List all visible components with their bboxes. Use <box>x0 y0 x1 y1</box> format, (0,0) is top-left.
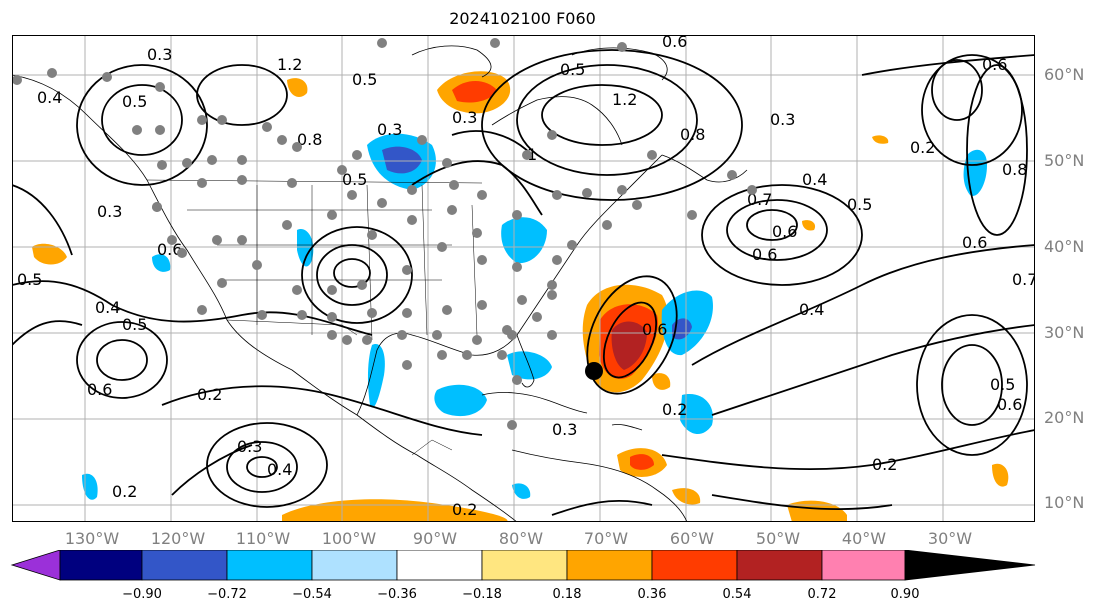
colorbar-tick-label: 0.72 <box>807 587 837 602</box>
contour-label: 0.4 <box>267 460 292 479</box>
contour-label: 0.8 <box>680 125 705 144</box>
contour-label: 0.3 <box>770 110 795 129</box>
station-dots <box>12 38 757 430</box>
colorbar-segment <box>651 550 738 581</box>
colorbar-tick-label: 0.36 <box>637 587 667 602</box>
contour-label: 0.2 <box>452 500 477 519</box>
lon-label: 80°W <box>498 529 544 548</box>
contour-label: 1.2 <box>612 90 637 109</box>
contour-label: 0.6 <box>87 380 112 399</box>
lat-label: 50°N <box>1044 151 1085 170</box>
storm-center-marker <box>585 362 603 380</box>
graticule <box>12 35 1035 522</box>
contour-label: 0.5 <box>342 170 367 189</box>
contour-label: 0.2 <box>112 482 137 501</box>
lon-label: 30°W <box>927 529 973 548</box>
lon-label: 40°W <box>841 529 887 548</box>
colorbar-segment <box>141 550 228 581</box>
contour-label: 0.5 <box>560 60 585 79</box>
lon-label: 100°W <box>321 529 377 548</box>
map-canvas: 0.3 1.2 0.5 0.4 0.5 0.3 1.2 0.6 0.5 0.3 … <box>12 35 1035 522</box>
colorbar-tick-label: −0.54 <box>292 587 332 602</box>
colorbar-segment <box>10 550 61 581</box>
contour-label: 0.6 <box>997 395 1022 414</box>
colorbar-segment <box>566 550 653 581</box>
contour-label: 0.4 <box>95 298 120 317</box>
colorbar-tick-label: −0.72 <box>207 587 247 602</box>
lon-label: 130°W <box>64 529 120 548</box>
contour-label: 0.3 <box>97 202 122 221</box>
contour-label: 0.8 <box>1002 160 1027 179</box>
contour-label: 0.6 <box>157 240 182 259</box>
contour-label: 0.5 <box>17 270 42 289</box>
contour-label: 0.5 <box>352 70 377 89</box>
contour-label: 0.5 <box>847 195 872 214</box>
contour-label: 0.6 <box>662 35 687 51</box>
contour-label: 0.6 <box>752 245 777 264</box>
contour-label: 0.2 <box>662 400 687 419</box>
contour-label: 0.8 <box>297 130 322 149</box>
lat-label: 30°N <box>1044 323 1085 342</box>
colorbar-segment <box>481 550 568 581</box>
lon-label: 60°W <box>669 529 715 548</box>
contour-label: 0.4 <box>802 170 827 189</box>
contour-label: 0.6 <box>642 320 667 339</box>
contour-label: 0.7 <box>1012 270 1035 289</box>
colorbar-segment <box>821 550 906 581</box>
lon-label: 50°W <box>755 529 801 548</box>
contour-label: 0.5 <box>122 92 147 111</box>
map-panel: 0.3 1.2 0.5 0.4 0.5 0.3 1.2 0.6 0.5 0.3 … <box>12 35 1035 522</box>
coastlines <box>12 45 748 522</box>
contour-label: 0.2 <box>910 138 935 157</box>
colorbar-segment <box>226 550 313 581</box>
contour-label: 0.3 <box>237 437 262 456</box>
contour-label: 0.4 <box>37 88 62 107</box>
colorbar-tick-label: 0.90 <box>890 587 920 602</box>
lat-label: 60°N <box>1044 65 1085 84</box>
lon-label: 110°W <box>235 529 291 548</box>
colorbar-tick-label: −0.90 <box>122 587 162 602</box>
lon-label: 120°W <box>150 529 206 548</box>
contour-label: 0.2 <box>197 385 222 404</box>
contour-label: 1.2 <box>277 55 302 74</box>
contour-label: 0.5 <box>122 315 147 334</box>
colorbar-tick-label: −0.18 <box>462 587 502 602</box>
contour-label: 1 <box>527 145 537 164</box>
colorbar <box>10 550 1036 581</box>
colorbar-tick-label: −0.36 <box>377 587 417 602</box>
contour-label: 0.6 <box>982 55 1007 74</box>
contour-label: 0.5 <box>990 375 1015 394</box>
contour-label: 0.4 <box>799 300 824 319</box>
contour-label: 0.6 <box>962 233 987 252</box>
contour-label: 0.2 <box>872 455 897 474</box>
map-frame <box>12 35 1035 522</box>
contour-value-labels: 0.3 1.2 0.5 0.4 0.5 0.3 1.2 0.6 0.5 0.3 … <box>17 35 1035 519</box>
contour-label: 0.3 <box>452 108 477 127</box>
colorbar-segment <box>736 550 823 581</box>
lat-label: 10°N <box>1044 493 1085 512</box>
lon-label: 90°W <box>412 529 458 548</box>
colorbar-segment <box>904 550 1036 581</box>
contour-lines <box>12 49 1035 516</box>
colorbar-tick-label: 0.18 <box>552 587 582 602</box>
lat-label: 40°N <box>1044 237 1085 256</box>
contour-label: 0.3 <box>552 420 577 439</box>
lon-label: 70°W <box>583 529 629 548</box>
lat-label: 20°N <box>1044 408 1085 427</box>
contour-label: 0.6 <box>772 222 797 241</box>
colorbar-tick-label: 0.54 <box>722 587 752 602</box>
colorbar-segment <box>59 550 143 581</box>
map-title: 2024102100 F060 <box>449 9 596 28</box>
colorbar-segments <box>10 550 1036 581</box>
contour-label: 0.3 <box>377 120 402 139</box>
colorbar-segment <box>396 550 483 581</box>
map-background <box>12 35 1035 522</box>
contour-label: 0.3 <box>147 45 172 64</box>
colorbar-segment <box>311 550 398 581</box>
